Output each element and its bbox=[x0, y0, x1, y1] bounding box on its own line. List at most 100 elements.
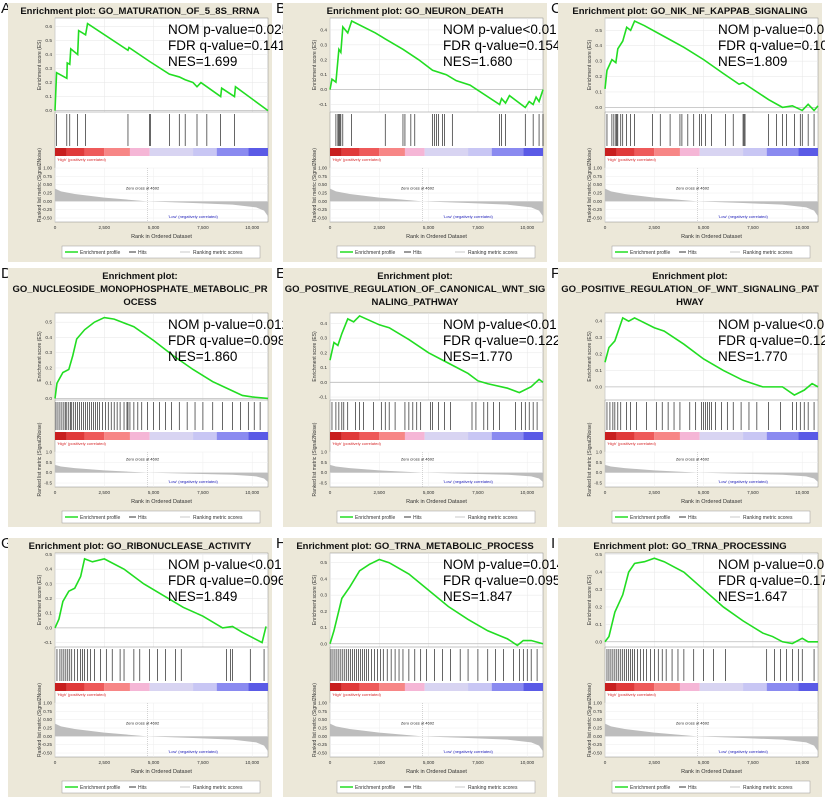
legend-box bbox=[611, 780, 811, 794]
x-tick-label: 10,000 bbox=[245, 760, 259, 765]
es-tick-label: 0.3 bbox=[320, 42, 327, 48]
metric-tick-label: 0.25 bbox=[318, 191, 327, 196]
es-tick-label: 0.4 bbox=[595, 43, 602, 49]
stats-annotation: NOM p-value=0.014 FDR q-value=0.095 NES=1.… bbox=[443, 557, 564, 605]
metric-tick-label: 0.50 bbox=[43, 717, 52, 722]
color-bar-segment bbox=[634, 148, 655, 156]
es-tick-label: 0.4 bbox=[320, 27, 327, 33]
color-bar-segment bbox=[523, 683, 543, 691]
es-tick-label: 0.0 bbox=[45, 108, 52, 114]
metric-tick-label: 0.5 bbox=[46, 460, 53, 465]
stat-line: NOM p-value=0.015 bbox=[718, 22, 825, 37]
gsea-panel-E: E Enrichment plot: GO_POSITIVE_REGULATION_… bbox=[275, 265, 560, 533]
color-bar-segment bbox=[216, 148, 249, 156]
stat-line: FDR q-value=0.122 bbox=[443, 333, 561, 348]
x-tick-label: 5,000 bbox=[423, 760, 435, 765]
x-tick-label: 2,500 bbox=[99, 225, 111, 230]
color-bar-segment bbox=[359, 432, 380, 440]
low-label: 'Low' (negatively correlated) bbox=[168, 479, 218, 484]
x-tick-label: 0 bbox=[604, 760, 607, 765]
high-label: 'High' (positively correlated) bbox=[332, 157, 382, 162]
plot-area bbox=[329, 552, 544, 758]
enrichment-profile-line bbox=[604, 557, 818, 645]
metric-tick-label: 0.00 bbox=[43, 734, 52, 739]
color-bar-segment bbox=[193, 683, 217, 691]
legend-box bbox=[336, 780, 536, 794]
es-tick-label: 0.0 bbox=[45, 625, 52, 631]
stat-line: FDR q-value=0.171 bbox=[718, 573, 825, 588]
metric-axis-label: Ranked list metric (Signal2Noise) bbox=[587, 148, 593, 222]
x-tick-label: 0 bbox=[54, 490, 57, 495]
color-bar-segment bbox=[699, 148, 744, 156]
x-tick-label: 10,000 bbox=[795, 760, 809, 765]
es-tick-label: 0.4 bbox=[45, 567, 52, 573]
chart-svg: 0.0 0.1 0.2 0.3 0.4 0.5 Enrichment score (ES) '… bbox=[587, 552, 819, 794]
x-tick-label: 5,000 bbox=[423, 225, 435, 230]
x-tick-label: 5,000 bbox=[148, 760, 160, 765]
es-tick-label: 0.3 bbox=[45, 350, 52, 356]
x-tick-label: 10,000 bbox=[795, 490, 809, 495]
legend-ranking-metric: Ranking metric scores bbox=[468, 250, 518, 256]
stat-line: NES=1.847 bbox=[443, 589, 513, 604]
metric-tick-label: 1.00 bbox=[43, 166, 52, 171]
plot-title: Enrichment plot: GO_MATURATION_OF_5_8S_R… bbox=[8, 5, 272, 18]
title-line: Enrichment plot: bbox=[652, 271, 728, 282]
stats-annotation: NOM p-value<0.01 FDR q-value=0.122 NES=1.7… bbox=[718, 317, 825, 365]
es-tick-label: 0.2 bbox=[320, 57, 327, 63]
x-tick-label: 10,000 bbox=[520, 490, 534, 495]
legend-box bbox=[611, 510, 811, 524]
gsea-panel-A: A Enrichment plot: GO_MATURATION_OF_5_8S_… bbox=[0, 0, 289, 268]
legend-ranking-metric: Ranking metric scores bbox=[743, 250, 793, 256]
panel-letter: C bbox=[551, 0, 562, 17]
low-label: 'Low' (negatively correlated) bbox=[718, 479, 768, 484]
low-label: 'Low' (negatively correlated) bbox=[443, 214, 493, 219]
legend-ranking-metric: Ranking metric scores bbox=[193, 515, 243, 521]
title-line: Enrichment plot: GO_NIK_NF_KAPPAB_SIGNAL… bbox=[572, 6, 808, 17]
x-tick-label: 5,000 bbox=[148, 225, 160, 230]
title-line: Enrichment plot: GO_TRNA_METABOLIC_PROCE… bbox=[296, 541, 534, 552]
low-label: 'Low' (negatively correlated) bbox=[168, 214, 218, 219]
legend-box bbox=[61, 510, 261, 524]
x-tick-label: 7,500 bbox=[197, 490, 209, 495]
color-bar-segment bbox=[104, 683, 130, 691]
x-tick-label: 7,500 bbox=[472, 760, 484, 765]
color-bar-segment bbox=[654, 432, 680, 440]
metric-tick-label: -0.25 bbox=[317, 207, 328, 212]
es-tick-label: 0.0 bbox=[595, 105, 602, 111]
color-bar-segment bbox=[699, 683, 744, 691]
stats-annotation: NOM p-value<0.01 FDR q-value=0.096 NES=1.8… bbox=[168, 557, 285, 605]
high-label: 'High' (positively correlated) bbox=[57, 441, 107, 446]
metric-tick-label: 0.75 bbox=[43, 174, 52, 179]
color-bar-segment bbox=[605, 148, 617, 156]
enrichment-profile-line bbox=[329, 558, 544, 647]
color-bar-segment bbox=[491, 432, 524, 440]
color-bar-segment bbox=[149, 683, 194, 691]
x-tick-label: 5,000 bbox=[698, 225, 710, 230]
es-axis-label: Enrichment score (ES) bbox=[37, 575, 43, 626]
color-bar-segment bbox=[129, 432, 150, 440]
zero-cross-label: Zero cross at 4692 bbox=[126, 457, 160, 462]
x-tick-label: 0 bbox=[329, 490, 332, 495]
es-tick-label: 0.1 bbox=[45, 381, 52, 387]
stat-line: FDR q-value=0.098 bbox=[168, 333, 286, 348]
stat-line: NOM p-value<0.01 bbox=[443, 22, 557, 37]
color-bar-segment bbox=[766, 148, 799, 156]
stat-line: FDR q-value=0.096 bbox=[168, 573, 286, 588]
color-bar-segment bbox=[379, 148, 405, 156]
title-line: Enrichment plot: GO_TRNA_PROCESSING bbox=[593, 541, 787, 552]
es-tick-label: 0.3 bbox=[595, 335, 602, 341]
stats-annotation: NOM p-value=0.015FDR q-value=0.104NES=1.… bbox=[718, 22, 825, 70]
color-bar-segment bbox=[679, 432, 700, 440]
metric-tick-label: 0.0 bbox=[46, 470, 53, 475]
es-tick-label: 0.4 bbox=[45, 52, 52, 58]
x-tick-label: 10,000 bbox=[520, 760, 534, 765]
color-bar-segment bbox=[404, 148, 425, 156]
color-bar-segment bbox=[424, 148, 469, 156]
es-tick-label: 0.4 bbox=[320, 576, 327, 582]
plot-title: Enrichment plot: GO_NIK_NF_KAPPAB_SIGNAL… bbox=[558, 5, 822, 18]
color-bar-segment bbox=[699, 432, 744, 440]
high-label: 'High' (positively correlated) bbox=[332, 441, 382, 446]
metric-tick-label: -0.50 bbox=[317, 751, 328, 756]
